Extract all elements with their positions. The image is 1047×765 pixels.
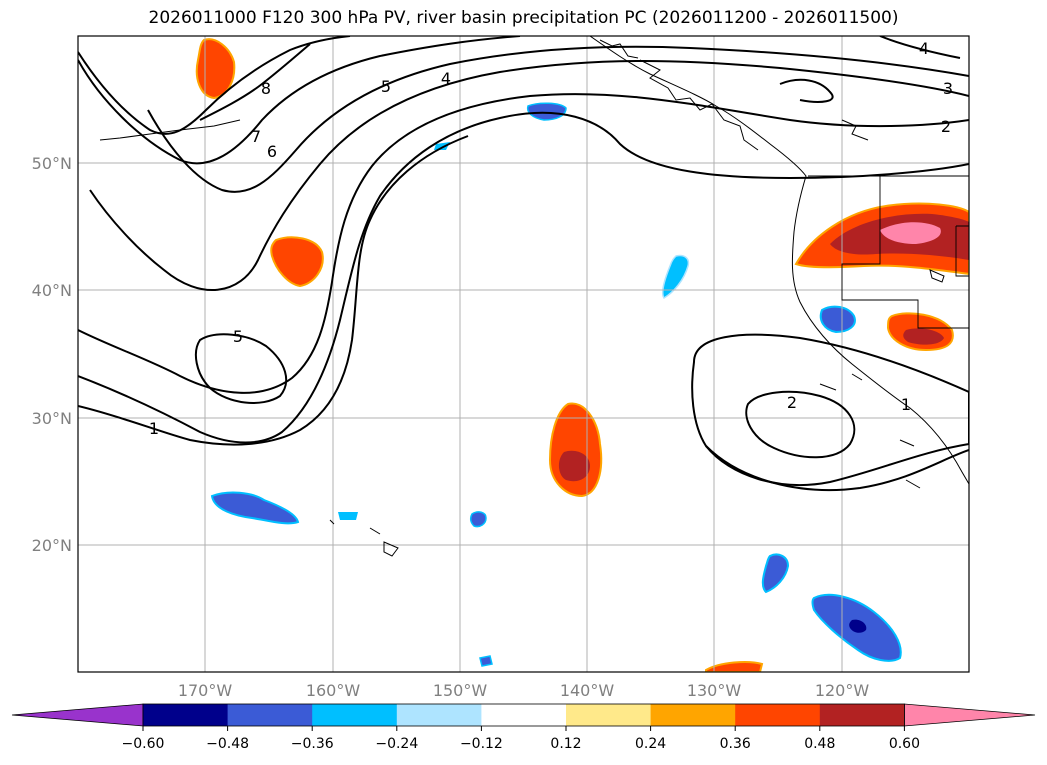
colorbar-tick-label: 0.36 xyxy=(720,736,751,752)
precip-positive-regions xyxy=(195,38,969,672)
lon-label-160w: 160°W xyxy=(306,681,361,700)
plot-frame xyxy=(77,35,970,673)
colorbar-segment xyxy=(227,704,313,726)
contour-label: 4 xyxy=(441,69,451,88)
colorbar-segment xyxy=(396,704,482,726)
lon-label-140w: 140°W xyxy=(560,681,615,700)
lat-label-50n: 50°N xyxy=(32,154,72,173)
pv-contour-8 xyxy=(199,43,311,121)
lon-label-130w: 130°W xyxy=(687,681,742,700)
pv-contour-4 xyxy=(89,60,969,291)
colorbar-segment xyxy=(312,704,398,726)
colorbar-extend-high xyxy=(904,703,1036,727)
colorbar-tick-label: −0.48 xyxy=(206,736,249,752)
colorbar-tick-label: −0.24 xyxy=(375,736,418,752)
contour-label: 1 xyxy=(149,419,159,438)
colorbar: −0.60 −0.48 −0.36 −0.24 −0.12 0.12 0.24 0.36 0.4… xyxy=(11,703,1036,752)
pv-contour-2 xyxy=(78,93,969,394)
colorbar-tick-label: −0.36 xyxy=(291,736,334,752)
pv-contour-1-south xyxy=(705,445,969,491)
colorbar-segment xyxy=(735,704,821,726)
colorbar-extend-low xyxy=(11,703,144,727)
colorbar-segment xyxy=(819,704,905,726)
colorbar-tick-label: −0.12 xyxy=(460,736,503,752)
pv-contour-3 xyxy=(194,333,288,404)
contour-label: 3 xyxy=(943,79,953,98)
precip-region-neg-d xyxy=(526,102,567,121)
colorbar-tick-label: 0.12 xyxy=(550,736,581,752)
contour-label: 4 xyxy=(919,39,929,58)
pv-contour-north-a xyxy=(779,78,834,103)
precip-region-pos-b xyxy=(270,236,324,288)
lon-label-120w: 120°W xyxy=(815,681,870,700)
lon-label-170w: 170°W xyxy=(178,681,233,700)
contour-label: 5 xyxy=(233,327,243,346)
contour-label: 5 xyxy=(381,77,391,96)
lon-labels: 170°W 160°W 150°W 140°W 130°W 120°W xyxy=(178,681,870,700)
pv-contours xyxy=(78,36,969,491)
precip-region-neg-g xyxy=(819,305,856,334)
precip-negative-regions xyxy=(210,102,902,667)
precip-region-neg-h xyxy=(761,553,790,594)
colorbar-tick-label: −0.60 xyxy=(122,736,165,752)
colorbar-segment xyxy=(481,704,567,726)
precip-region-neg-a xyxy=(210,491,300,525)
contour-label: 8 xyxy=(261,79,271,98)
colorbar-frame xyxy=(142,703,905,727)
plot-area xyxy=(78,36,969,672)
coastlines xyxy=(99,36,969,557)
precip-region-pos-e-core xyxy=(903,328,944,345)
lat-label-20n: 20°N xyxy=(32,536,72,555)
graticule xyxy=(78,36,969,672)
colorbar-segment xyxy=(143,704,229,726)
precip-region-pos-a xyxy=(195,38,236,100)
precip-region-neg-j xyxy=(479,655,493,667)
pv-contour-1b xyxy=(78,135,469,446)
lat-label-30n: 30°N xyxy=(32,409,72,428)
pv-contour-2-inner xyxy=(745,390,856,459)
precip-region-neg-f xyxy=(661,254,690,300)
precip-region-pos-c-core xyxy=(558,450,590,482)
contour-label: 2 xyxy=(941,117,951,136)
precip-region-neg-b xyxy=(338,512,358,520)
map-title: 2026011000 F120 300 hPa PV, river basin … xyxy=(148,8,899,28)
pv-contour-1 xyxy=(78,111,969,444)
colorbar-segment xyxy=(566,704,652,726)
colorbar-tick-label: 0.60 xyxy=(889,736,920,752)
contour-label: 1 xyxy=(901,395,911,414)
contour-label: 6 xyxy=(267,142,277,161)
precip-region-neg-i-core xyxy=(849,619,867,633)
contour-labels: 8 7 6 5 4 4 3 2 5 2 1 1 xyxy=(149,39,953,438)
colorbar-segment xyxy=(650,704,736,726)
precip-region-pos-f xyxy=(705,661,764,672)
contour-label: 7 xyxy=(251,127,261,146)
contour-label: 2 xyxy=(787,393,797,412)
colorbar-tick-label: 0.24 xyxy=(635,736,666,752)
lon-label-150w: 150°W xyxy=(433,681,488,700)
pv-contour-north-b xyxy=(879,36,961,59)
pv-contour-6 xyxy=(78,36,521,165)
pv-contour-5 xyxy=(147,45,969,193)
precip-region-pos-d-max xyxy=(880,222,941,244)
colorbar-tick-label: 0.48 xyxy=(804,736,835,752)
precip-region-neg-c xyxy=(469,511,487,528)
lat-label-40n: 40°N xyxy=(32,281,72,300)
pv-contour-7 xyxy=(78,36,351,135)
lat-labels: 50°N 40°N 30°N 20°N xyxy=(32,154,72,555)
precip-region-neg-e xyxy=(434,142,450,150)
